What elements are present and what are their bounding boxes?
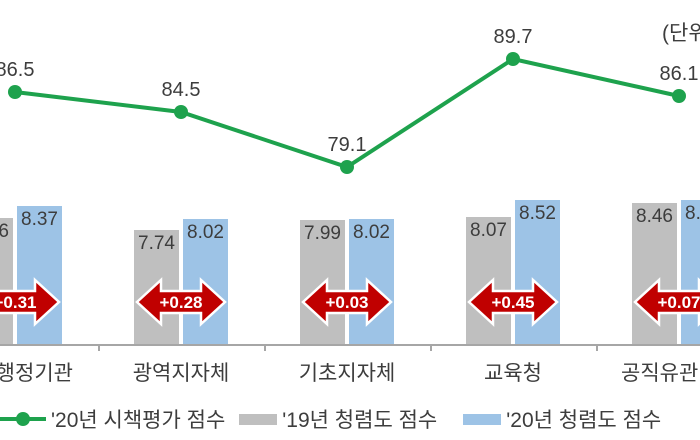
delta-arrow-2 [301,277,393,327]
legend-label-2019-integrity: '19년 청렴도 점수 [282,409,438,432]
category-label-2: 기초지자체 [299,362,396,385]
delta-value-0: +0.31 [0,293,37,312]
bar-2019-value-3: 8.07 [470,220,507,241]
delta-value-4: +0.07 [657,293,700,312]
line-series-legend-icon [0,412,46,426]
category-label-3: 교육청 [484,362,542,385]
bar-2020-value-4: 8.53 [685,203,700,224]
bar-2019-3 [466,217,511,344]
x-axis-line [0,344,700,346]
bar-2019-value-1: 7.74 [138,233,175,254]
bar-2020-value-2: 8.02 [353,222,390,243]
x-axis-tick-1 [264,346,266,351]
line-value-3: 89.7 [494,26,533,48]
bar-2020-value-0: 8.37 [21,209,58,230]
bar-2019-value-2: 7.99 [304,223,341,244]
legend: '20년 시책평가 점수 '19년 청렴도 점수 '20년 청렴도 점수 [0,405,675,433]
x-axis-tick-2 [430,346,432,351]
delta-value-2: +0.03 [325,293,368,312]
category-label-4: 공직유관단체 [621,362,700,385]
line-point-3 [506,52,520,66]
bar-2020-value-1: 8.02 [187,222,224,243]
legend-label-policy-score: '20년 시책평가 점수 [51,409,226,432]
delta-value-1: +0.28 [159,293,202,312]
bar-2019-value-4: 8.46 [636,206,673,227]
line-point-1 [174,105,188,119]
line-point-0 [8,85,22,99]
bar-2020-2 [349,219,394,344]
x-axis-tick-3 [596,346,598,351]
unit-note: (단위: 점) [662,22,700,45]
blue-swatch-icon [463,413,502,425]
delta-arrow-3 [467,277,559,327]
delta-arrow-4 [633,277,700,327]
bar-2020-value-3: 8.52 [519,203,556,224]
category-label-1: 광역지자체 [133,362,230,385]
delta-value-3: +0.45 [491,293,534,312]
bar-2019-2 [300,220,345,344]
line-value-0: 86.5 [0,59,34,81]
x-axis-tick-0 [98,346,100,351]
line-value-1: 84.5 [162,79,201,101]
delta-arrow-1 [135,277,227,327]
line-point-4 [672,89,686,103]
delta-arrow-0 [0,277,61,327]
legend-item-policy-score: '20년 시책평가 점수 [0,404,225,434]
bar-2020-1 [183,219,228,344]
legend-item-2020-integrity: '20년 청렴도 점수 [463,404,661,434]
line-point-2 [340,160,354,174]
legend-item-2019-integrity: '19년 청렴도 점수 [239,404,437,434]
legend-label-2020-integrity: '20년 청렴도 점수 [506,409,662,432]
category-label-0: 중앙행정기관 [0,362,73,385]
line-value-4: 86.1 [660,63,699,85]
bar-2019-value-0: 8.06 [0,221,9,242]
line-value-2: 79.1 [328,134,367,156]
gray-swatch-icon [239,413,278,425]
